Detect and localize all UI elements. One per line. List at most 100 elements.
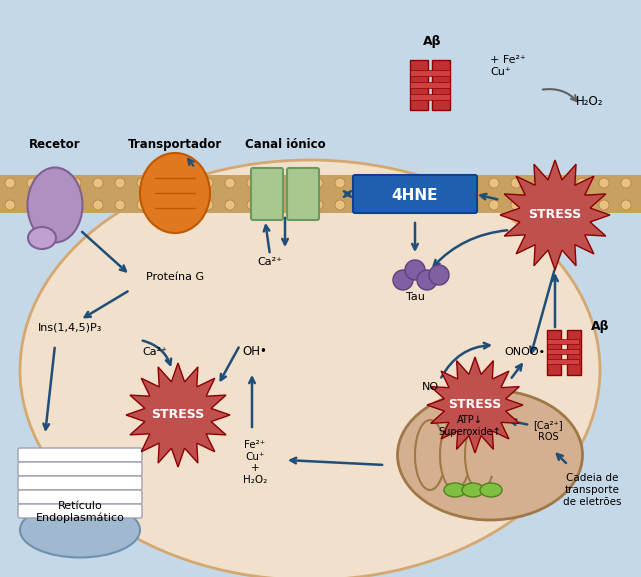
Circle shape [27,200,37,210]
Text: NO: NO [421,382,438,392]
Circle shape [467,178,477,188]
Bar [410,94,450,100]
Circle shape [159,178,169,188]
Text: Cadeia de
transporte
de eletrões: Cadeia de transporte de eletrões [563,473,621,507]
Text: + Fe²⁺
Cu⁺: + Fe²⁺ Cu⁺ [490,55,526,77]
Text: H₂O₂: H₂O₂ [576,95,604,108]
Text: Aβ: Aβ [423,35,441,48]
Circle shape [115,200,125,210]
Circle shape [533,200,543,210]
Bar [0,175,641,213]
Circle shape [291,200,301,210]
Circle shape [405,260,425,280]
Ellipse shape [480,483,502,497]
Text: Recetor: Recetor [29,138,81,151]
Circle shape [71,200,81,210]
Text: Retículo
Endoplasmático: Retículo Endoplasmático [35,501,124,523]
FancyBboxPatch shape [251,168,283,220]
Text: ONOO•: ONOO• [504,347,545,357]
Circle shape [621,178,631,188]
FancyBboxPatch shape [18,448,142,462]
Circle shape [555,200,565,210]
Circle shape [357,178,367,188]
Bar [410,70,450,76]
Circle shape [247,178,257,188]
Circle shape [555,178,565,188]
Text: Tau: Tau [406,292,424,302]
Circle shape [335,178,345,188]
Circle shape [71,178,81,188]
Circle shape [225,178,235,188]
Circle shape [203,178,213,188]
FancyBboxPatch shape [18,504,142,518]
Text: Canal iónico: Canal iónico [245,138,326,151]
FancyBboxPatch shape [18,476,142,490]
Text: Ins(1,4,5)P₃: Ins(1,4,5)P₃ [38,322,102,332]
Circle shape [393,270,413,290]
Circle shape [599,200,609,210]
Circle shape [313,178,323,188]
Text: Ca²⁺: Ca²⁺ [142,347,167,357]
Bar [567,330,581,375]
Circle shape [467,200,477,210]
Polygon shape [427,357,523,453]
Circle shape [291,178,301,188]
Circle shape [313,200,323,210]
Bar [432,60,450,110]
Circle shape [269,200,279,210]
FancyBboxPatch shape [353,175,477,213]
Ellipse shape [140,153,210,233]
Circle shape [225,200,235,210]
Circle shape [49,178,59,188]
Text: Fe²⁺
Cu⁺
+
H₂O₂: Fe²⁺ Cu⁺ + H₂O₂ [243,440,267,485]
Ellipse shape [397,390,583,520]
Polygon shape [126,363,230,467]
Text: Proteína G: Proteína G [146,272,204,282]
Circle shape [93,178,103,188]
Text: OH•: OH• [242,345,267,358]
Circle shape [49,200,59,210]
Circle shape [247,200,257,210]
Circle shape [181,178,191,188]
Circle shape [181,200,191,210]
Circle shape [379,200,389,210]
Bar [547,359,579,364]
Polygon shape [500,160,610,270]
Ellipse shape [462,483,484,497]
Circle shape [423,200,433,210]
Ellipse shape [20,503,140,557]
Text: ATP↓
Superoxide↑: ATP↓ Superoxide↑ [438,415,501,437]
Text: STRESS: STRESS [448,399,502,411]
Circle shape [5,200,15,210]
Circle shape [533,178,543,188]
Circle shape [429,265,449,285]
Circle shape [357,200,367,210]
Bar [410,82,450,88]
Circle shape [115,178,125,188]
Ellipse shape [444,483,466,497]
Circle shape [137,200,147,210]
Circle shape [159,200,169,210]
Text: [Ca²⁺]
ROS: [Ca²⁺] ROS [533,421,563,442]
Bar [547,339,579,344]
Circle shape [417,270,437,290]
Text: Ca²⁺: Ca²⁺ [258,257,283,267]
FancyBboxPatch shape [18,490,142,504]
Text: STRESS: STRESS [151,409,204,422]
FancyBboxPatch shape [18,462,142,476]
Bar [410,60,428,110]
Circle shape [423,178,433,188]
Circle shape [5,178,15,188]
Circle shape [379,178,389,188]
Circle shape [335,200,345,210]
Circle shape [511,200,521,210]
Ellipse shape [28,227,56,249]
Ellipse shape [28,167,83,242]
Circle shape [401,178,411,188]
Bar [547,349,579,354]
Circle shape [577,178,587,188]
Circle shape [137,178,147,188]
Circle shape [269,178,279,188]
Circle shape [27,178,37,188]
Circle shape [445,200,455,210]
